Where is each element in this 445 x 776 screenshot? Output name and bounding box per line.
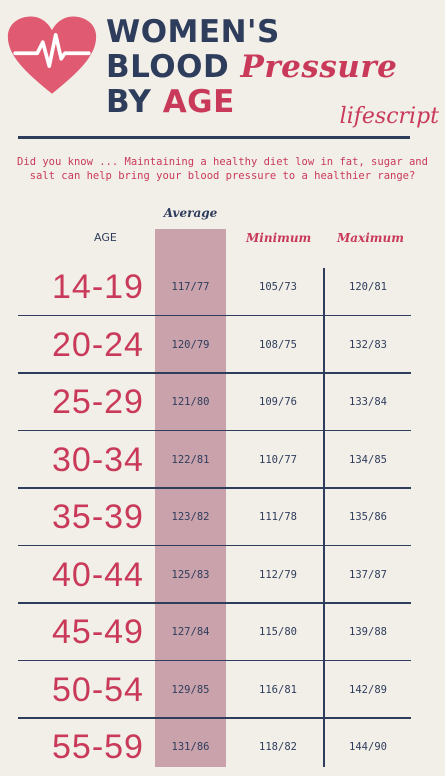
age-cell: 35-39	[52, 498, 144, 536]
column-divider	[323, 268, 325, 767]
age-cell: 25-29	[52, 383, 144, 421]
average-cell: 120/79	[171, 338, 210, 351]
average-cell: 117/77	[171, 281, 210, 293]
table-row: 45-49 127/84 115/80 139/88	[0, 603, 445, 661]
minimum-cell: 105/73	[259, 281, 297, 293]
age-cell: 50-54	[52, 670, 144, 709]
minimum-header: Minimum	[246, 231, 312, 245]
title-blood: BLOOD	[106, 49, 230, 85]
table-row: 20-24 120/79 108/75 132/83	[0, 316, 445, 374]
age-cell: 45-49	[52, 613, 144, 651]
average-cell: 123/82	[171, 511, 210, 523]
maximum-cell: 142/89	[349, 683, 387, 696]
heart-pulse-icon	[7, 16, 97, 94]
average-header: Average	[163, 206, 218, 220]
average-cell: 121/80	[171, 396, 210, 408]
title-by: BY	[106, 84, 152, 120]
minimum-cell: 112/79	[259, 568, 297, 581]
header: WOMEN'S BLOOD Pressure BY AGE lifescript	[0, 0, 445, 150]
maximum-cell: 139/88	[349, 626, 387, 638]
minimum-cell: 110/77	[259, 453, 297, 466]
maximum-header: Maximum	[337, 231, 404, 245]
row-divider	[18, 372, 411, 374]
title-age: AGE	[162, 84, 235, 120]
row-divider	[18, 717, 411, 719]
average-cell: 131/86	[171, 741, 210, 753]
age-cell: 20-24	[52, 325, 144, 364]
average-cell: 129/85	[171, 683, 210, 696]
row-divider	[18, 659, 411, 661]
maximum-cell: 132/83	[349, 338, 387, 351]
table-row: 55-59 131/86 118/82 144/90	[0, 718, 445, 776]
table-row: 50-54 129/85 116/81 142/89	[0, 661, 445, 719]
average-cell: 125/83	[171, 568, 210, 581]
header-divider	[18, 136, 410, 139]
age-cell: 40-44	[52, 555, 144, 594]
age-header: AGE	[94, 231, 117, 244]
title-line-2: BLOOD Pressure	[106, 49, 397, 85]
maximum-cell: 134/85	[349, 453, 387, 466]
title-line-3: BY AGE	[106, 84, 235, 120]
table-row: 40-44 125/83 112/79 137/87	[0, 546, 445, 604]
maximum-cell: 137/87	[349, 568, 387, 581]
brand-logo: lifescript	[339, 104, 439, 129]
table-row: 14-19 117/77 105/73 120/81	[0, 258, 445, 316]
minimum-cell: 115/80	[259, 626, 297, 638]
title-line-1: WOMEN'S	[106, 14, 280, 50]
table-row: 30-34 122/81 110/77 134/85	[0, 431, 445, 489]
maximum-cell: 144/90	[349, 741, 387, 753]
age-cell: 14-19	[52, 268, 144, 306]
minimum-cell: 109/76	[259, 396, 297, 408]
average-column-band	[155, 229, 226, 767]
minimum-cell: 116/81	[259, 683, 297, 696]
row-divider	[18, 314, 411, 316]
row-divider	[18, 602, 411, 604]
minimum-cell: 118/82	[259, 741, 297, 753]
age-cell: 55-59	[52, 728, 144, 766]
average-cell: 122/81	[171, 453, 210, 466]
maximum-cell: 135/86	[349, 511, 387, 523]
maximum-cell: 120/81	[349, 281, 387, 293]
average-cell: 127/84	[171, 626, 210, 638]
row-divider	[18, 429, 411, 431]
maximum-cell: 133/84	[349, 396, 387, 408]
did-you-know-note: Did you know ... Maintaining a healthy d…	[17, 156, 428, 182]
row-divider	[18, 487, 411, 489]
age-cell: 30-34	[52, 440, 144, 479]
minimum-cell: 111/78	[259, 511, 297, 523]
minimum-cell: 108/75	[259, 338, 297, 351]
table-row: 25-29 121/80 109/76 133/84	[0, 373, 445, 431]
row-divider	[18, 544, 411, 546]
title-pressure: Pressure	[240, 49, 398, 85]
table-row: 35-39 123/82 111/78 135/86	[0, 488, 445, 546]
